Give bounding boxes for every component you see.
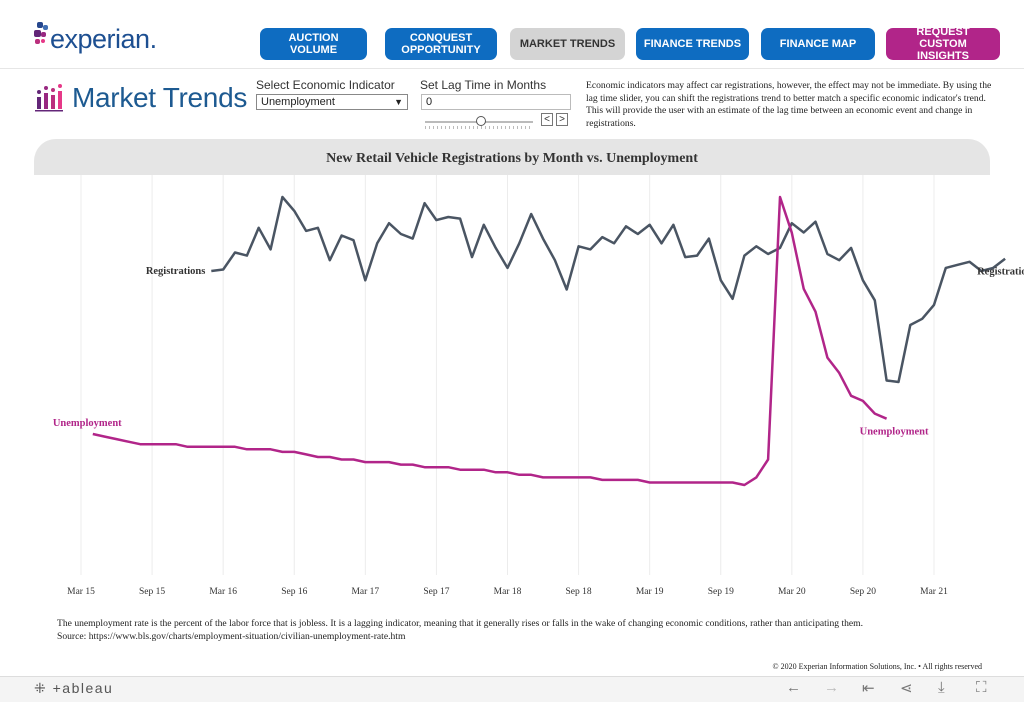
lag-slider-ticks xyxy=(425,126,533,129)
x-tick-label: Sep 20 xyxy=(850,587,876,597)
lag-slider-thumb[interactable] xyxy=(476,116,486,126)
registrations-label-right: Registrations xyxy=(977,267,1024,278)
chart-title-banner xyxy=(34,139,990,175)
indicator-select-value: Unemployment xyxy=(261,96,335,108)
page-title-area: Market Trends xyxy=(34,82,247,114)
registrations-line xyxy=(211,195,1006,384)
fullscreen-icon[interactable]: ⛶ xyxy=(976,679,987,696)
x-tick-label: Sep 16 xyxy=(281,587,307,597)
tableau-logo-icon: ⁜ xyxy=(34,680,48,696)
download-icon[interactable]: ⤓ xyxy=(938,679,945,696)
nav-request-custom-insights-button[interactable]: REQUEST CUSTOM INSIGHTS xyxy=(886,26,1000,62)
x-tick-label: Mar 15 xyxy=(67,587,95,597)
logo-dots-icon xyxy=(34,22,50,56)
nav-finance-trends-button[interactable]: FINANCE TRENDS xyxy=(636,28,749,60)
tableau-logo[interactable]: ⁜ +ableau xyxy=(34,680,113,697)
x-tick-label: Mar 17 xyxy=(351,587,379,597)
lag-label: Set Lag Time in Months xyxy=(420,78,547,92)
undo-icon[interactable]: ← xyxy=(786,679,801,696)
description-text: Economic indicators may affect car regis… xyxy=(586,80,992,129)
x-tick-label: Sep 19 xyxy=(708,587,734,597)
experian-logo[interactable]: experian. xyxy=(34,22,157,56)
chevron-down-icon: ▼ xyxy=(394,97,403,107)
x-tick-label: Sep 17 xyxy=(423,587,449,597)
lag-time-input[interactable]: 0 xyxy=(421,94,571,110)
x-tick-label: Mar 20 xyxy=(778,587,806,597)
unemployment-line xyxy=(92,195,888,487)
footnote: The unemployment rate is the percent of … xyxy=(57,618,997,643)
footnote-definition: The unemployment rate is the percent of … xyxy=(57,618,864,629)
nav-auction-volume-button[interactable]: AUCTION VOLUME xyxy=(260,28,367,60)
footnote-source: Source: https://www.bls.gov/charts/emplo… xyxy=(57,630,406,642)
share-icon[interactable]: ⋖ xyxy=(900,680,913,697)
x-tick-label: Mar 21 xyxy=(920,587,948,597)
indicator-select[interactable]: Unemployment ▼ xyxy=(256,94,408,110)
revert-icon[interactable]: ⇤ xyxy=(862,680,875,697)
lag-prev-button[interactable]: < xyxy=(541,113,553,126)
nav-market-trends-button[interactable]: MARKET TRENDS xyxy=(510,28,625,60)
x-tick-label: Mar 19 xyxy=(636,587,664,597)
unemployment-label-left: Unemployment xyxy=(53,418,122,429)
tableau-brand-text: +ableau xyxy=(52,680,114,696)
page-title: Market Trends xyxy=(72,82,248,113)
unemployment-label-right: Unemployment xyxy=(860,427,929,438)
chart-title: New Retail Vehicle Registrations by Mont… xyxy=(326,151,698,166)
bar-chart-people-icon xyxy=(35,84,63,112)
indicator-label: Select Economic Indicator xyxy=(256,78,395,92)
x-tick-label: Sep 18 xyxy=(566,587,592,597)
x-tick-label: Mar 18 xyxy=(494,587,522,597)
nav-conquest-opportunity-button[interactable]: CONQUEST OPPORTUNITY xyxy=(385,28,497,60)
tableau-toolbar xyxy=(0,676,1024,702)
nav-finance-map-button[interactable]: FINANCE MAP xyxy=(761,28,875,60)
x-tick-label: Sep 15 xyxy=(139,587,165,597)
x-tick-label: Mar 16 xyxy=(209,587,237,597)
lag-next-button[interactable]: > xyxy=(556,113,568,126)
logo-text: experian. xyxy=(50,23,157,54)
copyright-text: © 2020 Experian Information Solutions, I… xyxy=(772,662,982,671)
redo-icon[interactable]: → xyxy=(824,679,839,696)
registrations-label-left: Registrations xyxy=(146,266,206,277)
